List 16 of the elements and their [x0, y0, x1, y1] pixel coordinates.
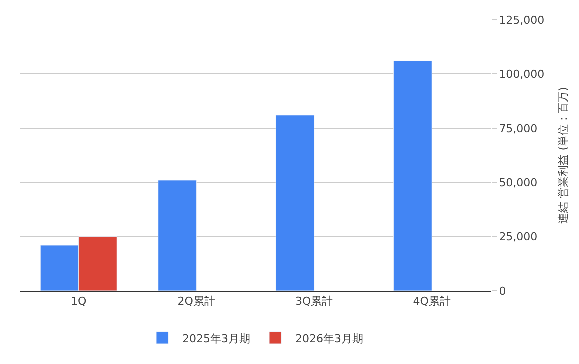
x-tick-label: 2Q累計 — [178, 295, 216, 308]
y-tick-label: 25,000 — [499, 230, 538, 244]
bar — [394, 60, 432, 291]
legend-label: 2025年3月期 — [182, 332, 250, 346]
y-tick-label: 100,000 — [499, 68, 545, 82]
bar — [276, 115, 315, 291]
y-axis-title: 連結 営業利益 (単位：百万) — [556, 87, 570, 224]
y-tick-label: 0 — [499, 284, 506, 298]
bar — [158, 180, 197, 291]
y-tick-label: 50,000 — [499, 176, 538, 190]
y-tick-label: 75,000 — [499, 122, 538, 136]
x-tick-label: 4Q累計 — [413, 295, 451, 308]
y-tick-label: 125,000 — [499, 14, 545, 27]
legend-label: 2026年3月期 — [296, 332, 364, 346]
x-tick-label: 3Q累計 — [296, 295, 334, 308]
x-tick-label: 1Q — [71, 295, 88, 308]
